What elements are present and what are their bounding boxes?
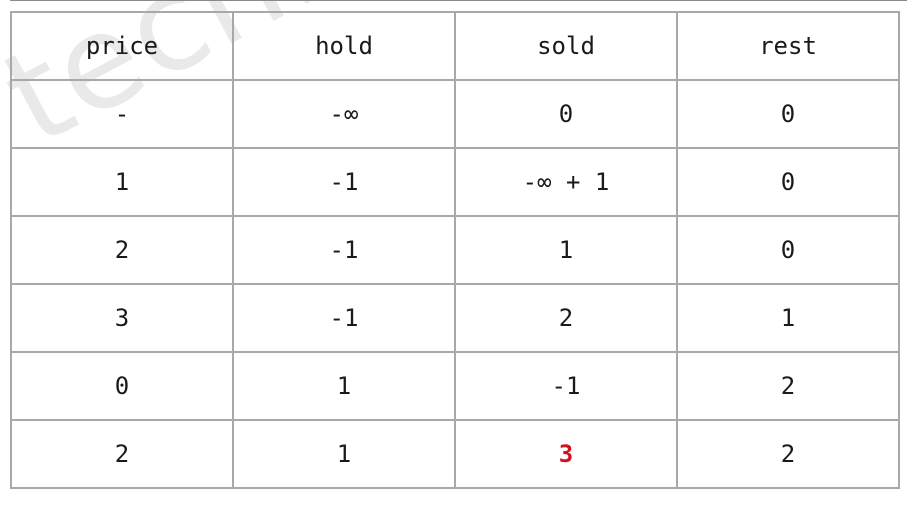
table-row: 3 -1 2 1 (10, 283, 900, 353)
cell-hold: -1 (232, 147, 456, 217)
cell-sold: 1 (454, 215, 678, 285)
dp-table: price hold sold rest - -∞ 0 0 1 -1 -∞ + … (10, 11, 900, 489)
header-price: price (10, 11, 234, 81)
cell-rest: 0 (676, 79, 900, 149)
cell-hold: -1 (232, 215, 456, 285)
cell-hold: -1 (232, 283, 456, 353)
cell-hold: -∞ (232, 79, 456, 149)
cell-hold: 1 (232, 351, 456, 421)
table-row: 2 1 3 2 (10, 419, 900, 489)
header-rest: rest (676, 11, 900, 81)
header-hold: hold (232, 11, 456, 81)
cell-rest: 1 (676, 283, 900, 353)
cell-rest: 0 (676, 147, 900, 217)
cell-price: 0 (10, 351, 234, 421)
header-row: price hold sold rest (10, 11, 900, 81)
cell-price: 2 (10, 419, 234, 489)
cell-rest: 0 (676, 215, 900, 285)
cell-rest: 2 (676, 351, 900, 421)
top-rule (10, 0, 907, 1)
table-row: - -∞ 0 0 (10, 79, 900, 149)
cell-price: 2 (10, 215, 234, 285)
cell-sold: 2 (454, 283, 678, 353)
header-sold: sold (454, 11, 678, 81)
cell-sold: -1 (454, 351, 678, 421)
cell-price: 3 (10, 283, 234, 353)
cell-price: - (10, 79, 234, 149)
cell-sold: -∞ + 1 (454, 147, 678, 217)
cell-price: 1 (10, 147, 234, 217)
table-row: 1 -1 -∞ + 1 0 (10, 147, 900, 217)
cell-hold: 1 (232, 419, 456, 489)
table-row: 0 1 -1 2 (10, 351, 900, 421)
table-row: 2 -1 1 0 (10, 215, 900, 285)
cell-sold: 0 (454, 79, 678, 149)
cell-rest: 2 (676, 419, 900, 489)
cell-sold-highlighted: 3 (454, 419, 678, 489)
